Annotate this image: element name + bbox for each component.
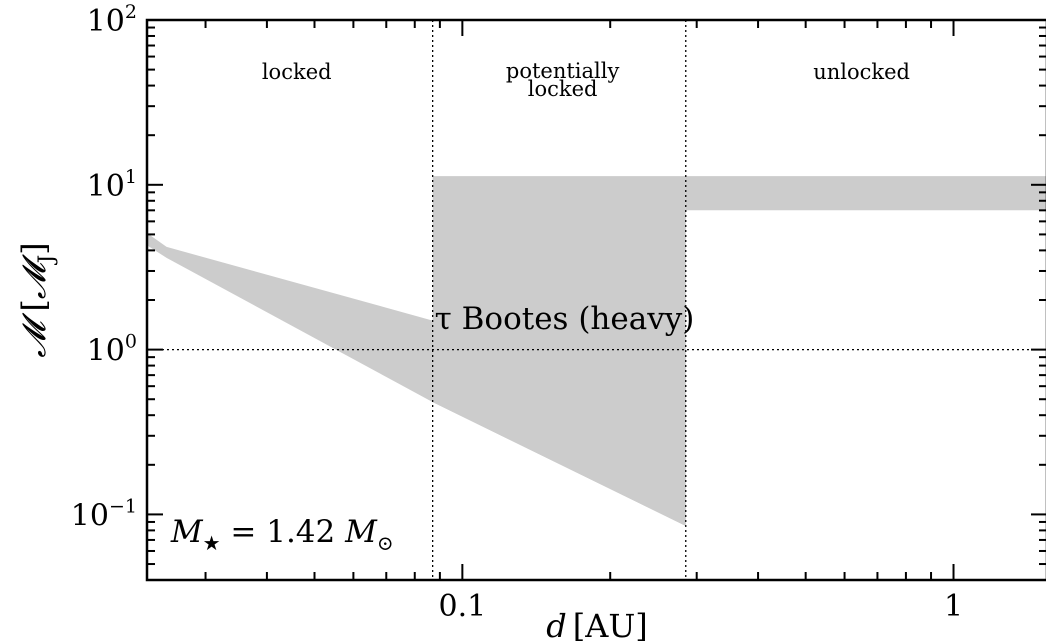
star-mass-label: M★ = 1.42 M⊙	[170, 514, 394, 555]
shaded-bands	[147, 176, 1046, 526]
y-tick-label: 10−1	[71, 495, 137, 533]
y-axis-unit-open: [	[15, 299, 53, 322]
region-label-0: locked	[262, 60, 332, 84]
reference-lines	[147, 20, 1046, 580]
region-label-1: potentially	[506, 59, 620, 83]
x-tick-label: 0.1	[438, 589, 486, 624]
x-axis-title: d [AU]	[546, 607, 648, 643]
y-axis-unit-close: ]	[15, 242, 53, 254]
band-1	[432, 176, 686, 526]
y-tick-label: 102	[87, 1, 137, 39]
region-label-2: unlocked	[813, 60, 910, 84]
y-tick-label: 100	[87, 331, 137, 369]
planet-label: τ Bootes (heavy)	[435, 301, 695, 337]
x-axis-var: d	[546, 607, 566, 643]
x-axis-unit: [AU]	[573, 607, 648, 643]
plot-frame	[145, 18, 1046, 582]
band-2	[685, 176, 1046, 211]
y-axis-unit-sub: J	[34, 255, 58, 265]
region-label-1-line2: locked	[528, 77, 598, 101]
y-axis-title: 𝓜 [𝓜J]	[15, 242, 58, 357]
x-tick-label: 1	[944, 589, 963, 624]
y-tick-label: 101	[87, 166, 137, 204]
